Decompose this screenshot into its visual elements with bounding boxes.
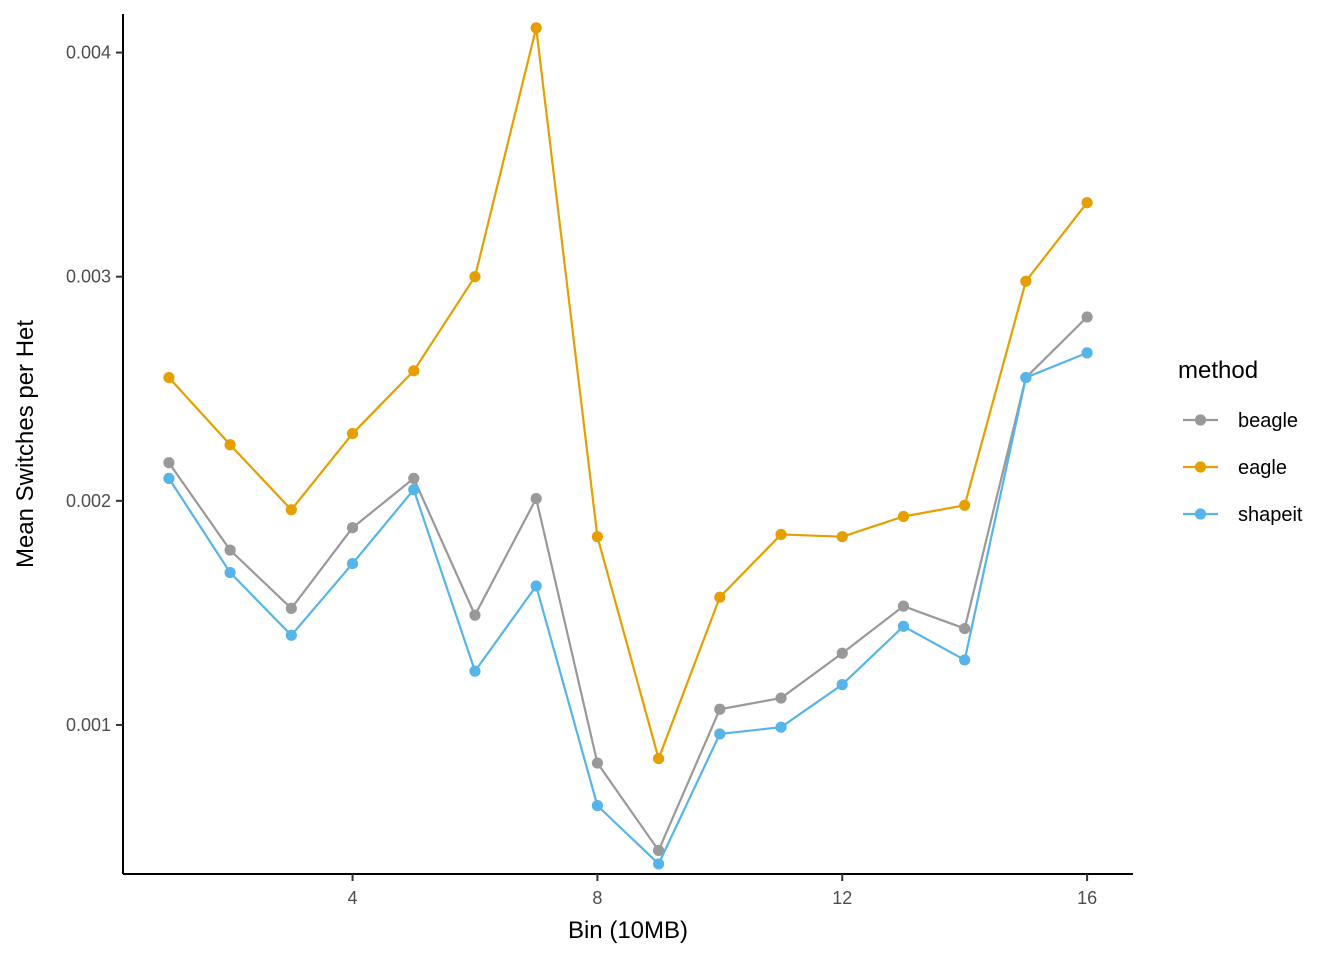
legend-item-shapeit: shapeit: [1183, 504, 1303, 526]
data-point-eagle: [836, 531, 848, 543]
legend-label: eagle: [1238, 457, 1287, 479]
legend-key-point: [1194, 414, 1207, 426]
data-point-shapeit: [897, 620, 910, 632]
legend-item-eagle: eagle: [1183, 457, 1287, 479]
data-point-shapeit: [163, 472, 175, 485]
data-point-beagle: [346, 522, 359, 534]
legend-label: beagle: [1238, 410, 1298, 432]
data-point-eagle: [1081, 197, 1093, 209]
x-tick-label: 8: [592, 888, 602, 908]
legend-key-point: [1194, 508, 1207, 520]
series-eagle: [163, 22, 1093, 765]
data-point-beagle: [530, 492, 542, 505]
data-point-beagle: [163, 457, 175, 469]
data-point-shapeit: [836, 679, 848, 691]
data-point-shapeit: [1081, 347, 1093, 359]
data-point-eagle: [224, 439, 236, 451]
plot-marks: [163, 22, 1093, 870]
data-point-eagle: [530, 22, 542, 34]
data-point-shapeit: [285, 629, 297, 641]
data-point-eagle: [285, 504, 297, 516]
data-point-shapeit: [714, 728, 726, 740]
data-point-eagle: [897, 510, 910, 523]
legend-key-point: [1194, 461, 1207, 473]
legend-item-beagle: beagle: [1183, 410, 1298, 432]
series-beagle: [163, 311, 1093, 857]
data-point-beagle: [285, 602, 297, 615]
series-line-beagle: [168, 316, 1088, 852]
y-tick-label: 0.001: [66, 715, 111, 735]
data-point-eagle: [775, 528, 787, 541]
data-point-beagle: [775, 692, 787, 704]
data-point-eagle: [1020, 275, 1032, 287]
data-point-eagle: [469, 271, 481, 283]
data-point-shapeit: [591, 800, 603, 812]
y-tick-label: 0.004: [66, 43, 111, 63]
x-tick-label: 16: [1077, 888, 1097, 908]
data-point-beagle: [591, 757, 603, 769]
y-axis-title: Mean Switches per Het: [12, 320, 39, 568]
data-point-shapeit: [346, 557, 359, 570]
data-point-beagle: [469, 609, 481, 621]
data-point-eagle: [591, 531, 603, 543]
data-point-beagle: [836, 647, 848, 659]
x-axis-title: Bin (10MB): [568, 917, 688, 944]
data-point-shapeit: [653, 858, 665, 870]
data-point-beagle: [1081, 311, 1093, 323]
data-point-eagle: [408, 365, 420, 377]
data-point-shapeit: [224, 566, 236, 579]
x-tick-label: 4: [348, 888, 358, 908]
data-point-eagle: [163, 371, 175, 384]
series-line-eagle: [168, 26, 1088, 760]
y-tick-label: 0.002: [66, 491, 111, 511]
data-point-beagle: [897, 600, 910, 612]
data-point-shapeit: [775, 721, 787, 733]
legend-title: method: [1178, 357, 1258, 384]
legend-items: beagle eagle shapeit: [1183, 410, 1303, 526]
data-point-shapeit: [530, 580, 542, 592]
series-line-shapeit: [167, 351, 1088, 866]
data-point-eagle: [959, 499, 971, 511]
data-point-beagle: [714, 703, 726, 715]
data-point-shapeit: [1020, 371, 1032, 384]
data-point-beagle: [653, 844, 665, 857]
data-point-beagle: [408, 472, 420, 485]
data-point-eagle: [346, 427, 359, 440]
data-point-shapeit: [469, 665, 481, 677]
legend-label: shapeit: [1238, 504, 1303, 526]
y-tick-label: 0.003: [66, 267, 111, 287]
data-point-shapeit: [959, 654, 971, 666]
data-point-beagle: [959, 622, 971, 635]
x-tick-label: 12: [832, 888, 852, 908]
series-shapeit: [163, 347, 1093, 870]
data-point-beagle: [224, 544, 236, 556]
data-point-eagle: [653, 752, 665, 765]
data-point-shapeit: [408, 484, 420, 496]
axes: 0.001 0.002 0.003 0.004 4 8 12 16: [66, 14, 1133, 908]
data-point-eagle: [714, 591, 726, 603]
legend: method beagle eagle shapeit: [1178, 357, 1303, 526]
